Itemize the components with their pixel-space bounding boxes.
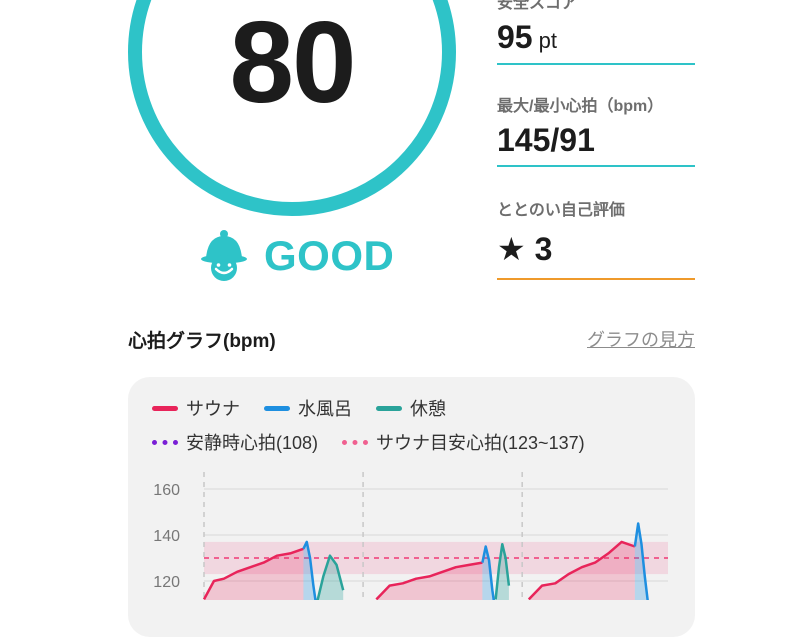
safety-score-label: 安全スコア xyxy=(497,0,578,12)
legend-resting-hr-swatch xyxy=(152,439,178,445)
safety-score-unit: pt xyxy=(538,28,557,53)
hr-line-cold-bath xyxy=(633,522,649,600)
hr-area-sauna xyxy=(528,541,635,600)
y-tick-label: 140 xyxy=(153,528,180,545)
legend-rest: 休憩 xyxy=(376,395,446,421)
legend-rest-swatch xyxy=(376,405,402,411)
legend-sauna-swatch xyxy=(152,405,178,411)
self-evaluation-underline xyxy=(497,278,695,280)
safety-score: 安全スコア 95 pt xyxy=(497,0,695,65)
graph-guide-link[interactable]: グラフの見方 xyxy=(587,330,695,350)
legend-sauna-target: サウナ目安心拍(123~137) xyxy=(342,429,585,455)
legend-resting-hr-label: 安静時心拍(108) xyxy=(186,433,319,453)
legend-rest-label: 休憩 xyxy=(410,399,446,419)
safety-score-underline xyxy=(497,63,695,65)
legend-cold-bath-swatch xyxy=(264,405,290,411)
heart-rate-chart: 160 140 120 xyxy=(153,472,668,600)
sauna-hat-face-icon xyxy=(201,230,247,281)
hr-line-cold-bath xyxy=(481,545,496,600)
hr-line-sauna xyxy=(527,540,636,600)
legend-phases: サウナ 水風呂 休憩 xyxy=(152,395,470,421)
hr-line-sauna xyxy=(375,561,483,600)
hr-line-rest xyxy=(494,542,511,600)
rating-label: GOOD xyxy=(264,232,395,279)
legend-cold-bath: 水風呂 xyxy=(264,395,352,421)
legend-sauna-target-swatch xyxy=(342,439,369,445)
hr-area-sauna xyxy=(376,562,483,600)
legend-sauna: サウナ xyxy=(152,395,240,421)
y-tick-label: 120 xyxy=(153,574,180,591)
total-score: 80 xyxy=(229,0,356,127)
hr-line-rest xyxy=(316,554,345,600)
rating-badge: GOOD xyxy=(200,226,394,286)
hr-area-sauna xyxy=(204,548,304,600)
self-evaluation: ととのい自己評価 ★ 3 xyxy=(497,196,695,282)
self-evaluation-label: ととのい自己評価 xyxy=(497,202,625,219)
heart-rate-range: 最大/最小心拍（bpm） 145/91 xyxy=(497,92,695,168)
legend-resting-hr: 安静時心拍(108) xyxy=(152,429,318,455)
self-evaluation-value: ★ 3 xyxy=(497,231,553,267)
hr-line-cold-bath xyxy=(302,540,317,600)
hr-line-sauna xyxy=(202,547,304,600)
y-tick-label: 160 xyxy=(153,482,180,499)
heart-rate-chart-card xyxy=(128,377,695,637)
legend-reference-lines: 安静時心拍(108) サウナ目安心拍(123~137) xyxy=(152,429,609,455)
legend-cold-bath-label: 水風呂 xyxy=(298,399,352,419)
heart-rate-range-value: 145/91 xyxy=(497,122,595,158)
safety-score-value: 95 xyxy=(497,19,533,55)
legend-sauna-target-label: サウナ目安心拍(123~137) xyxy=(376,433,585,453)
legend-sauna-label: サウナ xyxy=(186,399,240,419)
heart-rate-range-underline xyxy=(497,165,695,167)
heart-rate-graph-title: 心拍グラフ(bpm) xyxy=(128,331,276,352)
heart-rate-range-label: 最大/最小心拍（bpm） xyxy=(497,98,664,115)
